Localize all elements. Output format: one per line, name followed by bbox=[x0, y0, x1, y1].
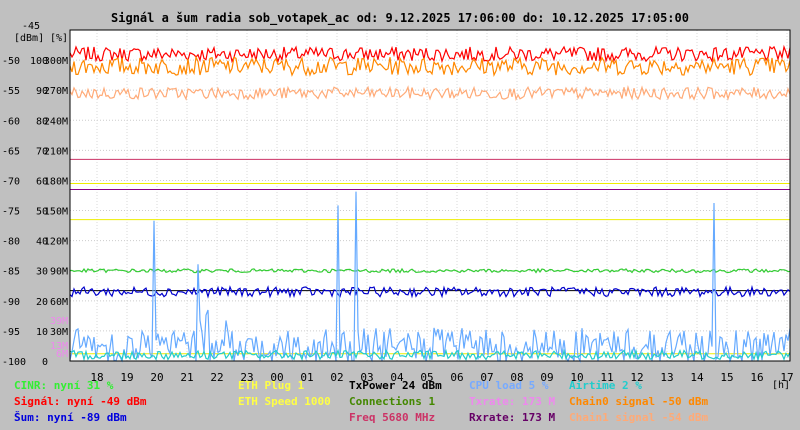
x-tick-label: 04 bbox=[390, 371, 404, 384]
y-tick-pct: 0 bbox=[42, 357, 48, 368]
y-tick-dbm: -95 bbox=[2, 327, 20, 338]
plot-border bbox=[69, 29, 791, 362]
plot-area bbox=[70, 30, 790, 361]
x-tick-label: 14 bbox=[690, 371, 704, 384]
y-tick-speed: 180M bbox=[44, 176, 68, 187]
legend-item: Connections 1 bbox=[349, 395, 435, 408]
y-tick-dbm: -90 bbox=[2, 297, 20, 308]
y-tick-dbm: -85 bbox=[2, 267, 20, 278]
legend-item: ETH Plug 1 bbox=[238, 379, 305, 392]
y-tick-dbm: -70 bbox=[2, 176, 20, 187]
legend-item: Airtime 2 % bbox=[569, 379, 642, 392]
x-tick-label: 18 bbox=[90, 371, 103, 384]
series-line--um bbox=[69, 284, 791, 299]
y-tick-pct: 90 bbox=[36, 86, 48, 97]
x-tick-label: 16 bbox=[750, 371, 763, 384]
y-unit-right: [%] bbox=[50, 33, 68, 44]
y-tick-speed: 120M bbox=[44, 237, 68, 248]
series-line-chain0-signal bbox=[69, 55, 791, 77]
x-tick-label: 20 bbox=[150, 371, 163, 384]
x-tick-label: 08 bbox=[510, 371, 523, 384]
series-line-chain1-signal bbox=[69, 85, 791, 102]
y-unit-left: [dBm] bbox=[14, 33, 44, 44]
y-tick-dbm: -75 bbox=[2, 207, 20, 218]
x-tick-label: 23 bbox=[240, 371, 253, 384]
x-tick-label: 05 bbox=[420, 371, 433, 384]
y-tick-dbm: -60 bbox=[2, 116, 20, 127]
y-tick-pct: 80 bbox=[36, 116, 48, 127]
series-line-cpu-load bbox=[69, 191, 791, 364]
x-tick-label: 22 bbox=[210, 371, 223, 384]
legend-item: ETH Speed 1000 bbox=[238, 395, 331, 408]
chart-title: Signál a šum radia sob_votapek_ac od: 9.… bbox=[111, 11, 689, 26]
x-tick-label: 12 bbox=[630, 371, 643, 384]
x-tick-label: 10 bbox=[570, 371, 583, 384]
y-tick-speed: 60M bbox=[50, 297, 68, 308]
legend-item: Chain1 signal -54 dBm bbox=[569, 411, 708, 424]
y-tick-speed: 150M bbox=[44, 207, 68, 218]
x-tick-label: 01 bbox=[300, 371, 313, 384]
x-tick-label: 15 bbox=[720, 371, 733, 384]
y-tick-pct: 50 bbox=[36, 207, 48, 218]
y-tick-pct: 40 bbox=[36, 237, 48, 248]
legend-item: CPU load 5 % bbox=[469, 379, 549, 392]
legend-item: Txrate: 173 M bbox=[469, 395, 555, 408]
y-tick-pct: 70 bbox=[36, 146, 48, 157]
x-tick-label: 06 bbox=[450, 371, 463, 384]
y-tick-dbm: -80 bbox=[2, 237, 20, 248]
legend-item: CINR: nyní 31 % bbox=[14, 379, 114, 392]
y-tick-dbm: -55 bbox=[2, 86, 20, 97]
y-tick-speed: 270M bbox=[44, 86, 68, 97]
x-tick-label: 13 bbox=[660, 371, 673, 384]
y-tick-pct: 20 bbox=[36, 297, 48, 308]
legend-item: Signál: nyní -49 dBm bbox=[14, 395, 147, 408]
y-tick-pct: 100 bbox=[30, 56, 48, 67]
y-tick-dbm: -65 bbox=[2, 146, 20, 157]
legend-item: Chain0 signal -50 dBm bbox=[569, 395, 708, 408]
x-tick-label: 07 bbox=[480, 371, 493, 384]
x-tick-label: 19 bbox=[120, 371, 133, 384]
x-tick-label: 09 bbox=[540, 371, 553, 384]
y-tick-dbm: -45 bbox=[22, 21, 40, 32]
y-tick-speed: 210M bbox=[44, 146, 68, 157]
series-line-cinr bbox=[70, 267, 791, 274]
series-line-airtime bbox=[69, 348, 791, 362]
y-tick-pct: 60 bbox=[36, 176, 48, 187]
y-tick-dbm: -50 bbox=[2, 56, 20, 67]
y-tick-speed-small: 13M bbox=[50, 341, 68, 352]
series-line-sign-l bbox=[69, 44, 791, 64]
y-tick-dbm: -100 bbox=[2, 357, 26, 368]
legend-item: Šum: nyní -89 dBm bbox=[14, 411, 127, 424]
x-tick-label: 00 bbox=[270, 371, 283, 384]
y-tick-speed: 30M bbox=[50, 327, 68, 338]
y-tick-speed-small: 39M bbox=[50, 316, 68, 327]
legend-item: Rxrate: 173 M bbox=[469, 411, 555, 424]
y-tick-speed-small: 6M bbox=[56, 349, 68, 360]
legend-item: TxPower 24 dBm bbox=[349, 379, 442, 392]
y-tick-speed: 300M bbox=[44, 56, 68, 67]
x-tick-label: 03 bbox=[360, 371, 373, 384]
y-tick-speed: 240M bbox=[44, 116, 68, 127]
y-tick-pct: 10 bbox=[36, 327, 48, 338]
x-tick-label: 11 bbox=[600, 371, 613, 384]
x-tick-label: 21 bbox=[180, 371, 193, 384]
y-tick-pct: 30 bbox=[36, 267, 48, 278]
x-tick-label: 17 bbox=[780, 371, 793, 384]
y-tick-speed: 90M bbox=[50, 267, 68, 278]
legend-item: Freq 5680 MHz bbox=[349, 411, 435, 424]
x-tick-label: 02 bbox=[330, 371, 343, 384]
x-unit: [h] bbox=[772, 380, 790, 391]
